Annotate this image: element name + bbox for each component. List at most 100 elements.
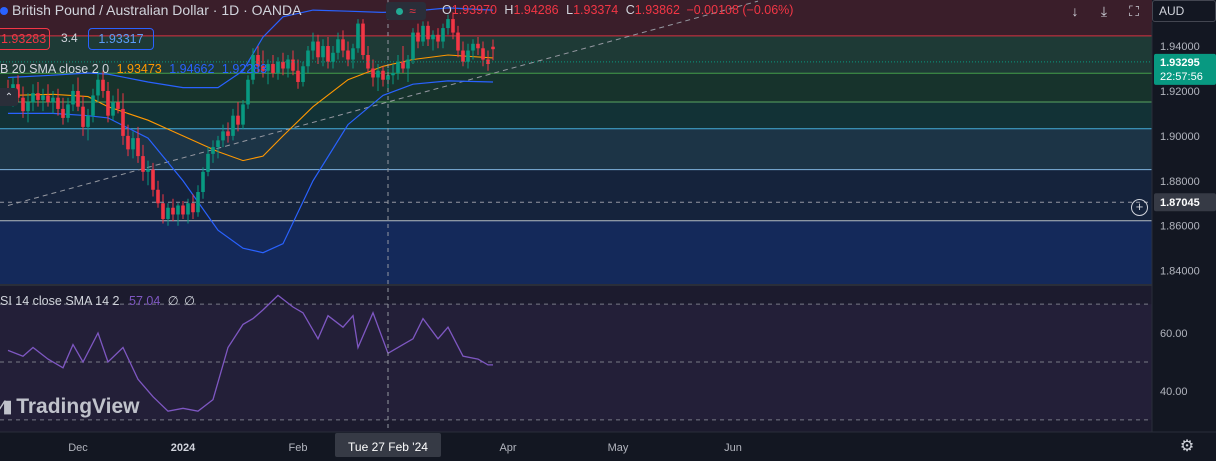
candle-body [186,203,190,215]
candle-body [486,59,490,65]
trendline [7,0,759,206]
candle-body [456,32,460,51]
candle-body [361,23,365,56]
sell-price-button[interactable]: 1.93283 [0,28,50,50]
candle-body [106,90,110,116]
market-status[interactable]: ≈ [386,2,426,20]
candle-body [376,70,380,78]
close-value: 1.93862 [634,3,680,17]
wave-icon: ≈ [409,4,416,18]
tradingview-watermark[interactable]: ⁄▮ TradingView [0,395,140,419]
rsi-legend[interactable]: SI 14 close SMA 14 2 57.04 ∅ ∅ [0,293,195,308]
scroll-down-button[interactable]: ↓ [1062,0,1088,22]
chevron-up-icon: ⌃ [4,91,14,103]
candle-body [441,28,445,42]
candle-body [156,189,160,204]
candle-body [36,93,40,100]
ohlc-readout: O1.93970 H1.94286 L1.93374 C1.93862 −0.0… [442,3,793,17]
candle-body [346,50,350,60]
settings-button[interactable]: ⚙ [1176,436,1198,458]
rsi-label: SI 14 close SMA 14 2 [0,294,120,308]
collapse-button[interactable]: ⤓ [1091,0,1117,22]
close-label: C [625,3,635,17]
tradingview-logo-icon: ⁄▮ [0,397,13,416]
rsi-tick-label: 40.00 [1160,386,1188,398]
high-label: H [504,3,514,17]
watermark-text: TradingView [16,395,140,418]
bollinger-legend[interactable]: B 20 SMA close 2 0 1.93473 1.94662 1.922… [0,62,267,76]
candle-body [266,64,270,71]
price-zone [0,101,1152,129]
price-tick-label: 1.84000 [1160,266,1200,278]
price-zone [0,73,1152,102]
candle-body [131,138,135,150]
bollinger-label: B 20 SMA close 2 0 [0,62,110,76]
candle-body [26,102,30,112]
candle-body [16,84,20,98]
candle-body [436,34,440,42]
candle-body [51,97,55,103]
currency-select[interactable]: AUD [1152,0,1216,22]
candle-body [31,93,35,103]
time-tick-label: Apr [499,442,516,454]
change-value: −0.00108 (−0.06%) [686,3,794,17]
candle-body [446,19,450,29]
candle-body [426,25,430,40]
collapse-icon: ⤓ [1100,2,1108,19]
fullscreen-button[interactable]: ⛶ [1121,0,1147,22]
candle-body [236,115,240,125]
candle-body [251,55,255,80]
candle-body [66,104,70,118]
candle-body [41,95,45,100]
open-label: O [442,3,452,17]
candle-body [161,203,165,219]
candle-body [121,108,125,136]
open-value: 1.93970 [451,3,497,17]
candle-body [421,25,425,42]
low-value: 1.93374 [573,3,619,17]
candle-body [311,41,315,51]
candle-body [196,192,200,213]
legend-collapse-button[interactable]: ⌃ [0,88,18,106]
candle-body [126,135,130,150]
candle-body [461,50,465,62]
currency-value: AUD [1159,4,1185,18]
candle-body [296,70,300,82]
candle-body [336,39,340,53]
fullscreen-icon: ⛶ [1129,2,1139,19]
price-tick-label: 1.86000 [1160,221,1200,233]
candle-body [166,207,170,219]
candle-body [46,95,50,103]
price-tick-label: 1.90000 [1160,131,1200,143]
candle-body [371,68,375,78]
high-value: 1.94286 [513,3,559,17]
symbol-title[interactable]: British Pound / Australian Dollar · 1D ·… [0,2,301,18]
candle-body [471,43,475,51]
bollinger-lower-line [8,80,494,254]
candle-body [256,55,260,67]
bollinger-basis-value: 1.93473 [116,62,162,76]
arrow-down-icon: ↓ [1071,3,1079,19]
price-zone [0,35,1152,74]
candle-body [216,140,220,148]
candle-body [276,61,280,73]
candle-body [366,55,370,69]
candle-body [381,70,385,80]
candle-body [81,106,85,127]
low-label: L [566,3,574,17]
crosshair-date-tag [335,433,441,457]
buy-price-button[interactable]: 1.93317 [88,28,154,50]
candle-body [226,131,230,136]
market-open-icon [396,7,404,15]
price-tick-label: 1.92000 [1160,86,1200,98]
rsi-na-value: ∅ [184,294,196,308]
rsi-line [7,294,493,412]
candle-body [101,79,105,91]
candle-body [491,46,495,50]
add-alert-button[interactable]: + [1131,199,1148,216]
candle-body [136,138,140,157]
buy-price: 1.93317 [98,32,144,46]
candle-body [91,95,95,116]
